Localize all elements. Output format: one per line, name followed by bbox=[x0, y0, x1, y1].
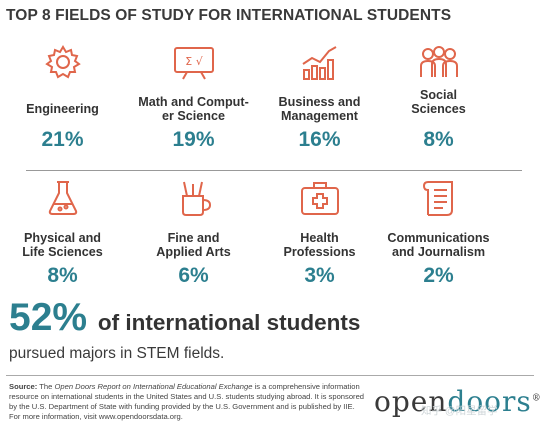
row-divider bbox=[26, 170, 522, 171]
field-percentage: 8% bbox=[47, 264, 78, 287]
watermark: 知乎 @阳星留学 bbox=[421, 405, 498, 417]
field-label: Fine and Applied Arts bbox=[156, 231, 231, 259]
field-math-computer-science: Σ √ Math and Comput- er Science 19% bbox=[131, 42, 256, 152]
field-percentage: 19% bbox=[172, 128, 215, 151]
source-note: Source: The Open Doors Report on Interna… bbox=[9, 382, 365, 421]
scroll-document-icon bbox=[422, 181, 453, 216]
field-social-sciences: Social Sciences 8% bbox=[376, 42, 501, 152]
field-label: Communications and Journalism bbox=[387, 231, 490, 259]
stem-subtitle: pursued majors in STEM fields. bbox=[9, 345, 225, 362]
field-communications-journalism: Communications and Journalism 2% bbox=[371, 178, 506, 288]
growth-chart-icon bbox=[301, 46, 336, 80]
field-percentage: 21% bbox=[41, 128, 84, 151]
field-percentage: 6% bbox=[178, 264, 209, 287]
field-label: Physical and Life Sciences bbox=[22, 231, 103, 259]
medical-kit-icon bbox=[300, 182, 339, 215]
field-engineering: Engineering 21% bbox=[0, 42, 125, 152]
field-label: Social Sciences bbox=[411, 88, 466, 116]
stem-percentage: 52% bbox=[9, 296, 88, 339]
field-label: Engineering bbox=[26, 102, 99, 116]
stem-headline: of international students bbox=[97, 310, 361, 335]
source-label: Source: bbox=[9, 382, 38, 391]
people-group-icon bbox=[419, 46, 458, 77]
field-label: Business and Management bbox=[278, 95, 361, 123]
opendoors-logo: opendoors® bbox=[374, 385, 540, 418]
paintbrush-cup-icon bbox=[181, 181, 211, 216]
field-percentage: 16% bbox=[298, 128, 341, 151]
field-health-professions: Health Professions 3% bbox=[257, 178, 382, 288]
field-business-management: Business and Management 16% bbox=[257, 42, 382, 152]
stem-callout: 52% of international students bbox=[9, 296, 360, 345]
field-percentage: 2% bbox=[423, 264, 454, 287]
footer-divider bbox=[6, 375, 534, 376]
svg-text:Σ √: Σ √ bbox=[185, 55, 203, 68]
field-physical-life-sciences: Physical and Life Sciences 8% bbox=[0, 178, 125, 288]
field-percentage: 3% bbox=[304, 264, 335, 287]
field-percentage: 8% bbox=[423, 128, 454, 151]
infographic-title: TOP 8 FIELDS OF STUDY FOR INTERNATIONAL … bbox=[6, 7, 452, 24]
field-fine-applied-arts: Fine and Applied Arts 6% bbox=[131, 178, 256, 288]
gear-icon bbox=[44, 45, 81, 79]
whiteboard-math-icon: Σ √ bbox=[173, 47, 214, 80]
report-title: Open Doors Report on International Educa… bbox=[54, 382, 253, 391]
field-label: Math and Comput- er Science bbox=[138, 95, 249, 123]
flask-icon bbox=[48, 181, 77, 215]
field-label: Health Professions bbox=[283, 231, 356, 259]
